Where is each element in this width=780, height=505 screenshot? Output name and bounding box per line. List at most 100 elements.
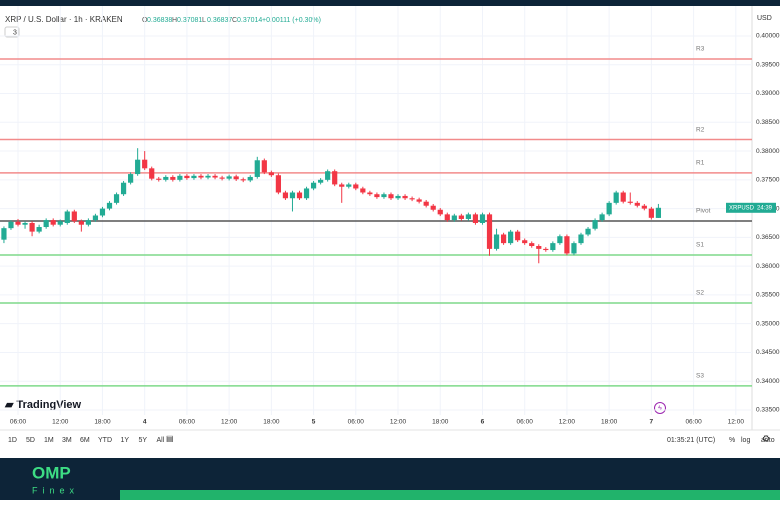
candle-body xyxy=(409,198,415,200)
candle-body xyxy=(402,195,408,199)
event-icon[interactable] xyxy=(654,402,666,414)
calendar-icon[interactable]: ▤ xyxy=(166,434,174,443)
range-button[interactable]: 1M xyxy=(44,437,54,444)
candle-body xyxy=(163,176,169,180)
candle-body xyxy=(15,221,21,225)
candle-body xyxy=(36,227,42,232)
candle-body xyxy=(303,188,310,199)
logo: ▰ TradingView xyxy=(4,399,82,411)
candle-body xyxy=(578,234,584,244)
ohlc-label: L xyxy=(202,17,206,24)
clock: 01:35:21 (UTC) xyxy=(667,437,715,444)
candle-body xyxy=(381,194,387,198)
price-label-countdown: 24:39 xyxy=(757,205,773,211)
candle-body xyxy=(465,214,471,219)
brand-sub: Finex xyxy=(32,485,79,495)
y-tick-label: 0.40000 xyxy=(756,33,780,40)
x-tick-label: 4 xyxy=(143,419,147,426)
candle-body xyxy=(557,236,563,244)
x-tick-label: 06:00 xyxy=(179,419,196,426)
candle-body xyxy=(430,205,436,210)
x-tick-label: 18:00 xyxy=(432,419,449,426)
top-bar xyxy=(0,0,780,6)
candle-body xyxy=(353,184,359,189)
pivot-label: S3 xyxy=(696,373,704,380)
event-icon-glyph[interactable]: ϟ xyxy=(658,405,662,412)
candle-body xyxy=(219,177,225,179)
range-button[interactable]: 1D xyxy=(8,437,17,444)
range-button[interactable]: 1Y xyxy=(121,437,130,444)
candle-body xyxy=(120,182,127,195)
candle-body xyxy=(374,194,380,198)
range-button[interactable]: 5Y xyxy=(139,437,148,444)
candle-body xyxy=(233,176,239,180)
candle-body xyxy=(212,175,218,178)
candle-body xyxy=(296,192,303,199)
y-tick-label: 0.36500 xyxy=(756,234,780,241)
y-tick-label: 0.35500 xyxy=(756,292,780,299)
y-tick-label: 0.39000 xyxy=(756,90,780,97)
y-tick-label: 0.38000 xyxy=(756,148,780,155)
candle-body xyxy=(43,220,49,228)
range-button[interactable]: 5D xyxy=(26,437,35,444)
candle-body xyxy=(240,179,246,181)
candle-body xyxy=(99,208,106,216)
x-tick-label: 06:00 xyxy=(517,419,534,426)
candle-body xyxy=(332,171,338,185)
scale-option[interactable]: auto xyxy=(761,437,775,444)
candle-body xyxy=(451,215,457,221)
x-tick-label: 12:00 xyxy=(221,419,238,426)
candle-body xyxy=(268,172,274,176)
scale-option[interactable]: log xyxy=(741,437,750,444)
candle-body xyxy=(1,228,7,240)
candle-body xyxy=(493,234,500,249)
candle-body xyxy=(177,175,183,180)
candle-body xyxy=(508,231,514,244)
brand-name: OMP xyxy=(32,463,71,482)
y-tick-label: 0.34000 xyxy=(756,378,780,385)
price-label-box xyxy=(726,202,776,213)
badge[interactable]: 3 xyxy=(13,29,17,36)
range-button[interactable]: 3M xyxy=(62,437,72,444)
candle-body xyxy=(261,160,267,173)
candle-body xyxy=(156,178,162,180)
x-tick-label: 18:00 xyxy=(263,419,280,426)
candle-body xyxy=(128,174,134,183)
range-button[interactable]: 6M xyxy=(80,437,90,444)
candle-body xyxy=(550,243,556,251)
scale-option[interactable]: % xyxy=(729,437,735,444)
badge-box[interactable] xyxy=(4,26,20,38)
candle-body xyxy=(29,222,35,232)
x-tick-label: 06:00 xyxy=(10,419,27,426)
candle-body xyxy=(479,214,486,223)
candle-body xyxy=(135,159,141,175)
x-tick-label: 6 xyxy=(481,419,485,426)
candle-body xyxy=(360,188,366,193)
candle-body xyxy=(543,248,549,251)
range-button[interactable]: YTD xyxy=(98,437,112,444)
candle-body xyxy=(92,215,99,221)
candle-body xyxy=(613,192,619,203)
candle-body xyxy=(254,160,260,177)
y-tick-label: 0.37500 xyxy=(756,177,780,184)
x-tick-label: 7 xyxy=(650,419,654,426)
pivot-label: S2 xyxy=(696,290,704,297)
settings-icon[interactable]: ⚙ xyxy=(762,433,770,443)
candle-body xyxy=(458,215,464,219)
ohlc-value: 0.37081 xyxy=(177,17,202,24)
candle-body xyxy=(71,211,77,222)
symbol-title: XRP / U.S. Dollar · 1h · KRAKEN xyxy=(5,15,123,24)
candle-body xyxy=(388,194,394,199)
candle-body xyxy=(641,205,647,209)
x-tick-label: 12:00 xyxy=(52,419,69,426)
candle-body xyxy=(142,159,148,169)
range-button[interactable]: All xyxy=(157,437,165,444)
candle-body xyxy=(325,171,331,180)
x-tick-label: 18:00 xyxy=(601,419,618,426)
candle-body xyxy=(423,201,429,206)
candle-body xyxy=(500,234,507,244)
candle-body xyxy=(226,176,232,179)
ohlc-value: 0.36838 xyxy=(147,17,172,24)
candle-body xyxy=(648,208,654,218)
candle-body xyxy=(8,221,14,229)
